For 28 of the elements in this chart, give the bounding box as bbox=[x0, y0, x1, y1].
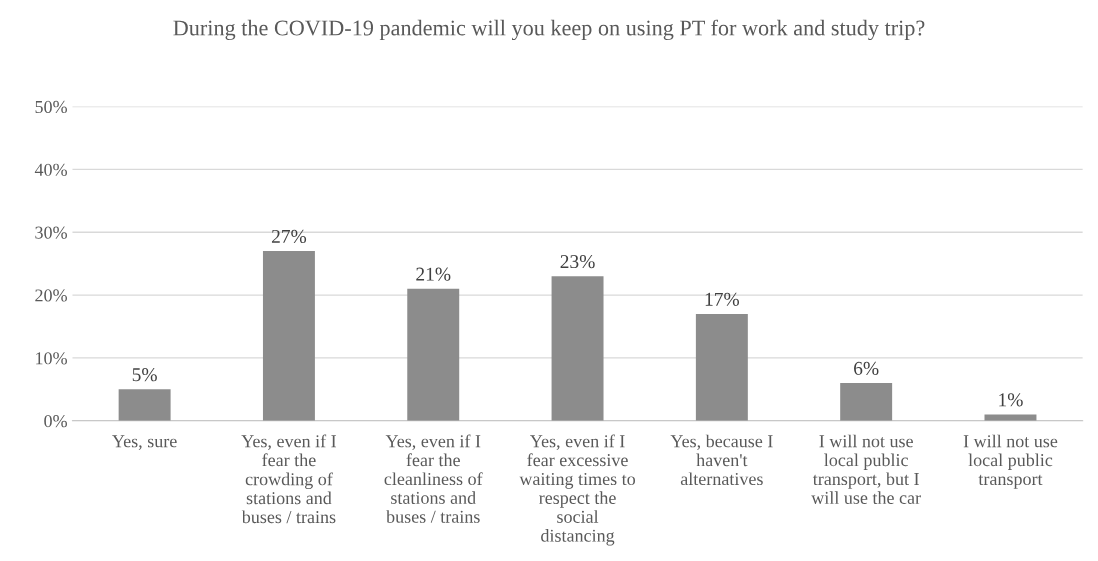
data-label: 21% bbox=[416, 267, 451, 281]
data-label: 17% bbox=[705, 292, 740, 306]
data-label: 6% bbox=[854, 361, 879, 375]
chart-title: During the COVID-19 pandemic will you keep on using PT for work and study trip? bbox=[173, 19, 925, 41]
y-tick-label: 50% bbox=[35, 100, 67, 114]
data-label: 27% bbox=[271, 229, 307, 244]
bar bbox=[984, 414, 1037, 421]
x-tick-label: Yes, sure bbox=[112, 435, 177, 450]
data-label: 5% bbox=[132, 368, 157, 382]
data-label: 23% bbox=[560, 255, 595, 269]
bar bbox=[840, 383, 893, 421]
y-tick-label: 20% bbox=[35, 289, 67, 302]
bar bbox=[262, 251, 315, 421]
y-tick-label: 30% bbox=[35, 226, 67, 239]
bar bbox=[695, 313, 748, 421]
bar bbox=[407, 288, 460, 421]
y-tick-label: 0% bbox=[44, 415, 67, 428]
x-tick-label: I will not use local public transport, but I will use the car bbox=[811, 434, 921, 504]
x-tick-label: Yes, even if I fear excessive waiting times to respect the social distancing bbox=[519, 434, 636, 546]
x-tick-label: Yes, even if I fear the crowding of stations and buses / trains bbox=[241, 434, 337, 524]
y-tick-label: 10% bbox=[36, 352, 67, 365]
x-tick-label: Yes, even if I fear the cleanliness of stations and buses / trains bbox=[384, 434, 483, 523]
x-tick-label: I will not use local public transport bbox=[963, 434, 1058, 489]
data-label: 1% bbox=[999, 393, 1023, 407]
y-tick-label: 40% bbox=[34, 163, 67, 176]
bar bbox=[551, 276, 604, 421]
x-tick-label: Yes, because I haven't alternatives bbox=[670, 434, 773, 486]
bar bbox=[118, 389, 171, 421]
